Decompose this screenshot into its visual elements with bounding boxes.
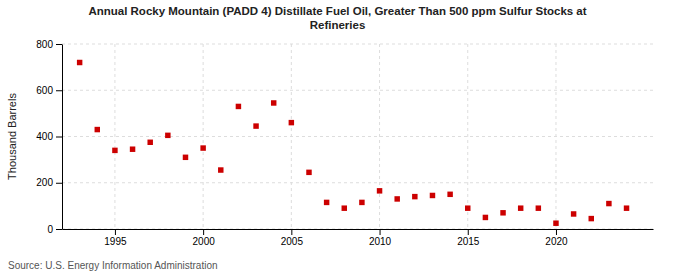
y-axis-label: Thousand Barrels xyxy=(6,93,18,180)
point xyxy=(130,146,135,151)
grid-line-y xyxy=(62,44,653,45)
tick-label: 0 xyxy=(47,224,53,235)
axis-line xyxy=(63,229,654,230)
tick: 2020 xyxy=(545,229,568,247)
tick-mark xyxy=(56,90,62,91)
tick-mark xyxy=(291,229,292,235)
point xyxy=(342,205,347,210)
tick-label: 200 xyxy=(36,177,53,188)
tick-label: 400 xyxy=(36,131,53,142)
y-axis: 0 200 400 600 800 xyxy=(36,39,62,235)
point xyxy=(394,196,399,201)
point xyxy=(589,216,594,221)
point xyxy=(95,127,100,132)
point xyxy=(377,188,382,193)
tick-mark xyxy=(56,229,62,230)
chart: Annual Rocky Mountain (PADD 4) Distillat… xyxy=(0,0,675,275)
point xyxy=(147,140,152,145)
tick-label: 600 xyxy=(36,85,53,96)
tick: 400 xyxy=(36,131,62,142)
grid-line-x xyxy=(555,44,556,229)
tick-mark xyxy=(556,229,557,235)
point xyxy=(253,123,258,128)
tick: 2015 xyxy=(457,229,480,247)
point xyxy=(271,100,276,105)
tick: 1995 xyxy=(104,229,127,247)
point xyxy=(306,170,311,175)
tick-label: 2005 xyxy=(281,236,304,247)
point xyxy=(606,201,611,206)
point xyxy=(624,205,629,210)
tick-mark xyxy=(380,229,381,235)
tick: 2010 xyxy=(369,229,392,247)
annotation: Source: U.S. Energy Information Administ… xyxy=(8,260,218,271)
point xyxy=(218,167,223,172)
tick-mark xyxy=(56,44,62,45)
tick-mark xyxy=(56,137,62,138)
grid xyxy=(62,44,653,229)
tick-label: 2020 xyxy=(545,236,568,247)
point xyxy=(518,205,523,210)
grid-line-x xyxy=(114,44,115,229)
title: Annual Rocky Mountain (PADD 4) Distillat… xyxy=(88,5,586,31)
tick-mark xyxy=(203,229,204,235)
point xyxy=(165,133,170,138)
tick-label: 1995 xyxy=(104,236,127,247)
grid-line-y xyxy=(62,182,653,183)
tick: 600 xyxy=(36,85,62,96)
point xyxy=(236,104,241,109)
point xyxy=(483,215,488,220)
point xyxy=(465,205,470,210)
axis-line xyxy=(62,45,63,230)
tick: 2000 xyxy=(193,229,216,247)
grid-line-x xyxy=(379,44,380,229)
point xyxy=(200,145,205,150)
x-axis: 1995 2000 2005 2010 2015 2020 xyxy=(63,229,654,247)
point xyxy=(500,210,505,215)
tick-label: 800 xyxy=(36,39,53,50)
points xyxy=(77,60,629,226)
grid-line-y xyxy=(62,229,653,230)
tick-mark xyxy=(468,229,469,235)
tick-label: 2015 xyxy=(457,236,480,247)
tick-mark xyxy=(115,229,116,235)
grid-line-y xyxy=(62,90,653,91)
point xyxy=(536,205,541,210)
tick: 800 xyxy=(36,39,62,50)
tick: 0 xyxy=(47,224,62,235)
grid-line-x xyxy=(203,44,204,229)
point xyxy=(412,194,417,199)
point xyxy=(112,148,117,153)
point xyxy=(77,60,82,65)
tick: 2005 xyxy=(281,229,304,247)
point xyxy=(571,211,576,216)
grid-line-x xyxy=(291,44,292,229)
point xyxy=(430,193,435,198)
tick-label: 2010 xyxy=(369,236,392,247)
tick: 200 xyxy=(36,177,62,188)
grid-line-x xyxy=(467,44,468,229)
point xyxy=(324,200,329,205)
point xyxy=(553,220,558,225)
tick-mark xyxy=(56,183,62,184)
tick-label: 2000 xyxy=(193,236,216,247)
point xyxy=(447,192,452,197)
point xyxy=(183,155,188,160)
point xyxy=(289,120,294,125)
plot: 1995 2000 2005 2010 2015 2020 0 200 400 600 800 xyxy=(36,39,653,247)
grid-line-y xyxy=(62,136,653,137)
point xyxy=(359,200,364,205)
